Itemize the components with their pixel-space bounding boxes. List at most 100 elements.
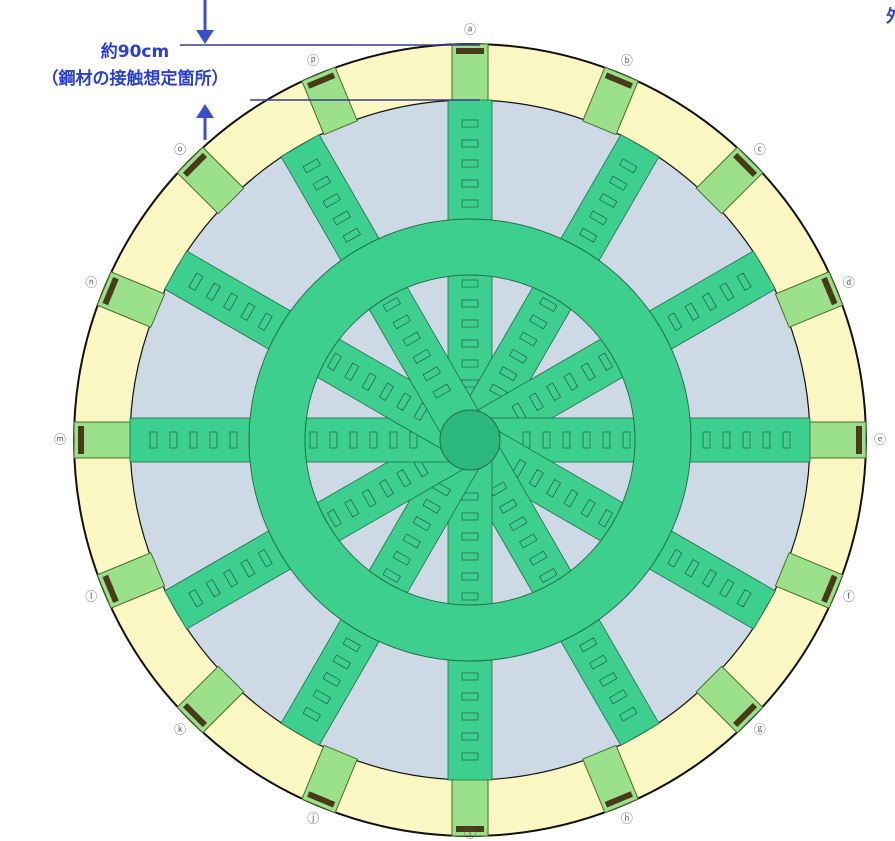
spoke-detail	[461, 159, 479, 168]
position-label: ⓙ	[307, 811, 319, 825]
spoke-detail	[461, 592, 479, 601]
spoke-detail	[361, 372, 377, 391]
spoke-detail	[378, 382, 394, 401]
spoke-detail	[702, 569, 717, 588]
spoke-detail	[382, 568, 401, 583]
spoke-detail	[563, 372, 579, 391]
bracket	[102, 574, 119, 603]
spoke-detail	[684, 302, 700, 321]
spoke-detail	[188, 589, 204, 608]
spoke-detail	[499, 366, 518, 382]
spoke-detail	[322, 672, 341, 687]
spoke-detail	[539, 568, 558, 583]
position-label: ⓜ	[54, 433, 66, 447]
spoke-detail	[461, 752, 479, 761]
bracket	[604, 791, 633, 808]
spoke-detail	[189, 431, 198, 449]
spoke-detail	[382, 297, 401, 312]
spoke-detail	[529, 550, 548, 566]
spoke-detail	[499, 498, 518, 514]
spoke-detail	[412, 348, 431, 364]
spoke-detail	[223, 569, 238, 588]
position-label: ⓟ	[307, 54, 319, 68]
spoke-detail	[402, 331, 421, 347]
spoke-detail	[327, 352, 342, 371]
spoke-detail	[209, 431, 218, 449]
spoke-detail	[582, 431, 591, 449]
spoke-detail	[461, 319, 479, 328]
spoke-detail	[667, 549, 683, 568]
spoke-detail	[389, 431, 398, 449]
bracket	[307, 72, 336, 89]
spoke-detail	[542, 431, 551, 449]
spoke-detail	[580, 499, 596, 518]
corner-text: 外	[886, 6, 895, 27]
spoke-detail	[396, 469, 412, 488]
spoke-detail	[580, 362, 596, 381]
spoke-detail	[609, 175, 628, 191]
spoke-detail	[240, 559, 256, 578]
spoke-detail	[257, 312, 273, 331]
spoke-detail	[342, 637, 361, 653]
spoke-detail	[188, 272, 204, 291]
arrow-head	[196, 104, 214, 118]
spoke-detail	[598, 352, 613, 371]
bracket	[456, 826, 484, 832]
spoke-detail	[149, 431, 158, 449]
position-label: ⓔ	[874, 433, 886, 447]
spoke-detail	[412, 516, 431, 532]
bracket	[733, 703, 758, 728]
spoke-detail	[369, 431, 378, 449]
spoke-detail	[402, 533, 421, 549]
spoke-detail	[722, 431, 731, 449]
spoke-detail	[529, 314, 548, 330]
spoke-detail	[622, 431, 631, 449]
spoke-detail	[509, 348, 528, 364]
spoke-detail	[461, 119, 479, 128]
spoke-detail	[782, 431, 791, 449]
position-label: ⓓ	[843, 276, 855, 290]
position-label: ⓝ	[85, 276, 97, 290]
position-label: ⓖ	[754, 722, 766, 736]
spoke-detail	[312, 175, 331, 191]
position-label: ⓞ	[174, 143, 186, 157]
spoke-detail	[205, 579, 221, 598]
spoke-detail	[619, 706, 638, 722]
spoke-detail	[302, 706, 321, 722]
spoke-detail	[702, 431, 711, 449]
bracket	[182, 703, 207, 728]
spoke-detail	[392, 314, 411, 330]
annular-edge	[248, 218, 692, 662]
annular-edge	[304, 274, 636, 606]
position-label: ⓗ	[621, 811, 633, 825]
spoke-detail	[332, 210, 351, 226]
spoke-detail	[461, 179, 479, 188]
position-label: ⓘ	[464, 827, 476, 841]
bracket	[456, 48, 484, 54]
spoke-detail	[312, 689, 331, 705]
spoke-detail	[461, 199, 479, 208]
spoke-detail	[719, 282, 735, 301]
spoke-detail	[461, 732, 479, 741]
bracket	[78, 426, 84, 454]
spoke-detail	[396, 392, 412, 411]
spoke-detail	[684, 559, 700, 578]
spoke-detail	[589, 654, 608, 670]
spoke-detail	[461, 692, 479, 701]
spoke-detail	[461, 552, 479, 561]
spoke-detail	[361, 489, 377, 508]
spoke-detail	[742, 431, 751, 449]
spoke-detail	[229, 431, 238, 449]
spoke-detail	[378, 479, 394, 498]
spoke-detail	[322, 193, 341, 208]
position-label: ⓚ	[174, 722, 186, 736]
spoke-detail	[461, 139, 479, 148]
spoke-detail	[702, 292, 717, 311]
spoke-detail	[528, 469, 544, 488]
spoke-detail	[461, 359, 479, 368]
spoke-detail	[169, 431, 178, 449]
spoke-detail	[422, 366, 441, 382]
hub	[439, 409, 501, 471]
spoke-detail	[349, 431, 358, 449]
